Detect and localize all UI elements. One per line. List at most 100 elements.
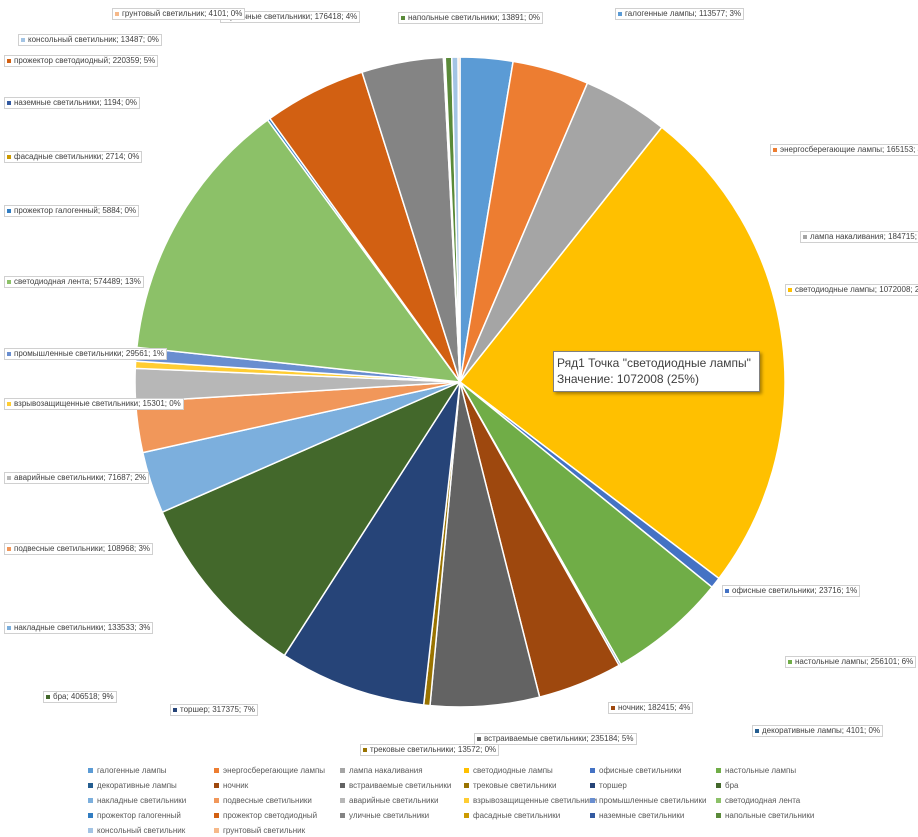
legend-item-21[interactable]: уличные светильники: [340, 811, 429, 820]
pie-chart: [134, 56, 786, 708]
data-label-24: напольные светильники; 13891; 0%: [398, 12, 544, 24]
data-label-marker: [7, 154, 11, 159]
legend-swatch: [716, 768, 721, 774]
legend-item-5[interactable]: офисные светильники: [590, 766, 682, 775]
legend-item-14[interactable]: подвесные светильники: [214, 796, 312, 805]
data-label-text: подвесные светильники; 108968; 3%: [14, 544, 151, 553]
legend-label: бра: [725, 781, 739, 790]
legend-item-10[interactable]: трековые светильники: [464, 781, 556, 790]
data-label-text: светодиодные лампы; 1072008; 25%: [795, 285, 918, 294]
pie-slice-12[interactable]: [161, 380, 462, 657]
legend-swatch: [214, 798, 219, 804]
data-label-7: декоративные лампы; 4101; 0%: [752, 725, 884, 737]
legend-item-8[interactable]: ночник: [214, 781, 248, 790]
legend-swatch: [88, 798, 93, 804]
legend-item-13[interactable]: накладные светильники: [88, 796, 186, 805]
legend-item-16[interactable]: взрывозащищенные светильники: [464, 796, 597, 805]
pie-slice-18[interactable]: [136, 118, 462, 383]
data-label-26: грунтовый светильник; 4101; 0%: [112, 8, 246, 20]
legend-label: настольные лампы: [725, 766, 797, 775]
legend-swatch: [340, 798, 345, 804]
data-label-text: консольный светильник; 13487; 0%: [28, 35, 159, 44]
legend-label: прожектор галогенный: [97, 811, 181, 820]
legend-item-3[interactable]: лампа накаливания: [340, 766, 423, 775]
data-label-marker: [788, 659, 792, 664]
legend-label: ночник: [223, 781, 249, 790]
legend-item-18[interactable]: светодиодная лента: [716, 796, 800, 805]
legend-item-6[interactable]: настольные лампы: [716, 766, 796, 775]
legend-swatch: [590, 798, 595, 804]
legend-item-1[interactable]: галогенные лампы: [88, 766, 167, 775]
legend-item-15[interactable]: аварийные светильники: [340, 796, 438, 805]
data-label-marker: [803, 234, 807, 239]
legend-label: энергосберегающие лампы: [223, 766, 326, 775]
legend-label: декоративные лампы: [97, 781, 177, 790]
legend-swatch: [340, 768, 345, 774]
legend-item-11[interactable]: торшер: [590, 781, 627, 790]
data-label-marker: [7, 208, 11, 213]
legend-label: фасадные светильники: [473, 811, 561, 820]
legend-label: промышленные светильники: [599, 796, 707, 805]
data-label-text: трековые светильники; 13572; 0%: [370, 745, 497, 754]
data-label-text: грунтовый светильник; 4101; 0%: [122, 9, 243, 18]
legend-item-23[interactable]: наземные светильники: [590, 811, 684, 820]
data-label-marker: [477, 736, 481, 741]
data-label-23: наземные светильники; 1194; 0%: [4, 97, 140, 109]
data-label-marker: [7, 58, 11, 63]
legend-swatch: [214, 783, 219, 789]
data-label-marker: [773, 147, 777, 152]
data-label-marker: [788, 287, 792, 292]
data-label-marker: [7, 100, 11, 105]
data-label-text: энергосберегающие лампы; 165153; 4%: [780, 145, 918, 154]
legend-item-26[interactable]: грунтовый светильник: [214, 826, 305, 835]
legend-label: взрывозащищенные светильники: [473, 796, 598, 805]
legend-item-4[interactable]: светодиодные лампы: [464, 766, 553, 775]
data-label-text: ночник; 182415; 4%: [618, 703, 691, 712]
data-label-marker: [363, 747, 367, 752]
pie-slice-11[interactable]: [283, 381, 461, 706]
legend-label: торшер: [599, 781, 627, 790]
legend-item-22[interactable]: фасадные светильники: [464, 811, 560, 820]
pie-slice-6[interactable]: [459, 381, 714, 666]
data-label-marker: [611, 705, 615, 710]
legend-item-19[interactable]: прожектор галогенный: [88, 811, 181, 820]
legend-swatch: [88, 828, 93, 834]
legend-swatch: [214, 828, 219, 834]
legend-item-20[interactable]: прожектор светодиодный: [214, 811, 317, 820]
legend-item-7[interactable]: декоративные лампы: [88, 781, 177, 790]
legend-swatch: [88, 768, 93, 774]
data-label-22: фасадные светильники; 2714; 0%: [4, 151, 143, 163]
legend-item-25[interactable]: консольный светильник: [88, 826, 185, 835]
data-label-marker: [7, 401, 11, 406]
legend-swatch: [590, 813, 595, 819]
legend-swatch: [464, 798, 469, 804]
data-label-4: светодиодные лампы; 1072008; 25%: [785, 284, 918, 296]
data-label-17: промышленные светильники; 29561; 1%: [4, 348, 168, 360]
legend-item-24[interactable]: напольные светильники: [716, 811, 814, 820]
data-label-marker: [7, 279, 11, 284]
data-label-text: напольные светильники; 13891; 0%: [408, 13, 541, 22]
data-label-text: уличные светильники; 176418; 4%: [230, 12, 358, 21]
data-label-marker: [21, 37, 25, 42]
data-label-10: трековые светильники; 13572; 0%: [360, 744, 500, 756]
data-label-marker: [46, 694, 50, 699]
legend-swatch: [340, 783, 345, 789]
data-label-marker: [7, 475, 11, 480]
data-label-marker: [7, 546, 11, 551]
data-label-14: подвесные светильники; 108968; 3%: [4, 543, 154, 555]
legend-label: подвесные светильники: [223, 796, 312, 805]
data-label-12: бра; 406518; 9%: [43, 691, 117, 703]
data-label-2: энергосберегающие лампы; 165153; 4%: [770, 144, 918, 156]
legend-item-12[interactable]: бра: [716, 781, 738, 790]
legend-item-9[interactable]: встраиваемые светильники: [340, 781, 451, 790]
legend-label: грунтовый светильник: [223, 826, 306, 835]
legend-label: офисные светильники: [599, 766, 682, 775]
legend-item-17[interactable]: промышленные светильники: [590, 796, 706, 805]
legend-item-2[interactable]: энергосберегающие лампы: [214, 766, 325, 775]
data-label-9: встраиваемые светильники; 235184; 5%: [474, 733, 637, 745]
pie-slice-26[interactable]: [457, 56, 461, 383]
data-label-15: аварийные светильники; 71687; 2%: [4, 472, 150, 484]
legend-swatch: [590, 783, 595, 789]
legend-swatch: [464, 783, 469, 789]
